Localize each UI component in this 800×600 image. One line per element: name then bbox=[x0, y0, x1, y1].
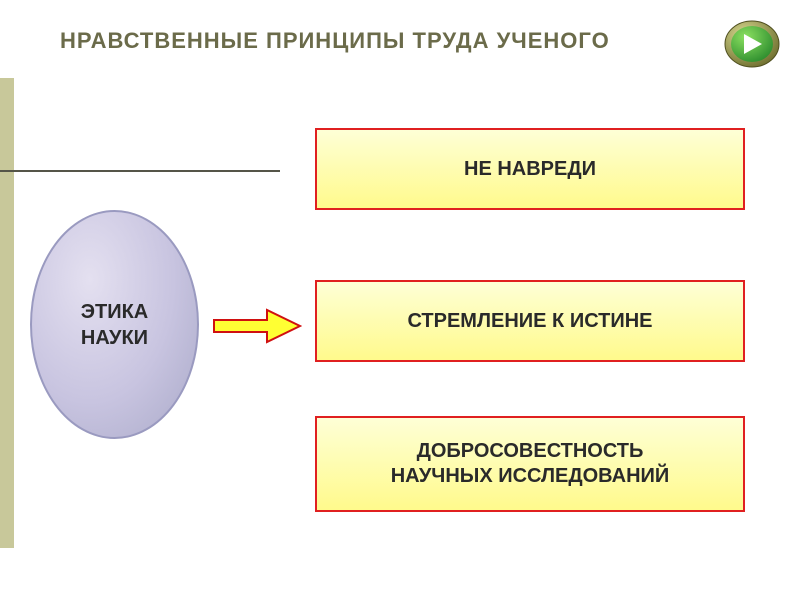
next-button[interactable] bbox=[724, 20, 780, 68]
box-label: НЕ НАВРЕДИ bbox=[464, 157, 596, 182]
arrow-right-icon bbox=[724, 20, 780, 68]
ellipse-label: ЭТИКАНАУКИ bbox=[81, 299, 148, 351]
divider-line bbox=[0, 170, 280, 172]
box-label: СТРЕМЛЕНИЕ К ИСТИНЕ bbox=[407, 309, 652, 334]
connector-arrow bbox=[212, 306, 302, 346]
ethics-ellipse: ЭТИКАНАУКИ bbox=[30, 210, 199, 439]
principle-box-3: ДОБРОСОВЕСТНОСТЬНАУЧНЫХ ИССЛЕДОВАНИЙ bbox=[315, 416, 745, 512]
principle-box-2: СТРЕМЛЕНИЕ К ИСТИНЕ bbox=[315, 280, 745, 362]
page-title: НРАВСТВЕННЫЕ ПРИНЦИПЫ ТРУДА УЧЕНОГО bbox=[60, 28, 610, 54]
arrow-right-icon bbox=[212, 306, 302, 346]
box-label: ДОБРОСОВЕСТНОСТЬНАУЧНЫХ ИССЛЕДОВАНИЙ bbox=[391, 439, 670, 489]
principle-box-1: НЕ НАВРЕДИ bbox=[315, 128, 745, 210]
side-accent-bar bbox=[0, 78, 14, 548]
